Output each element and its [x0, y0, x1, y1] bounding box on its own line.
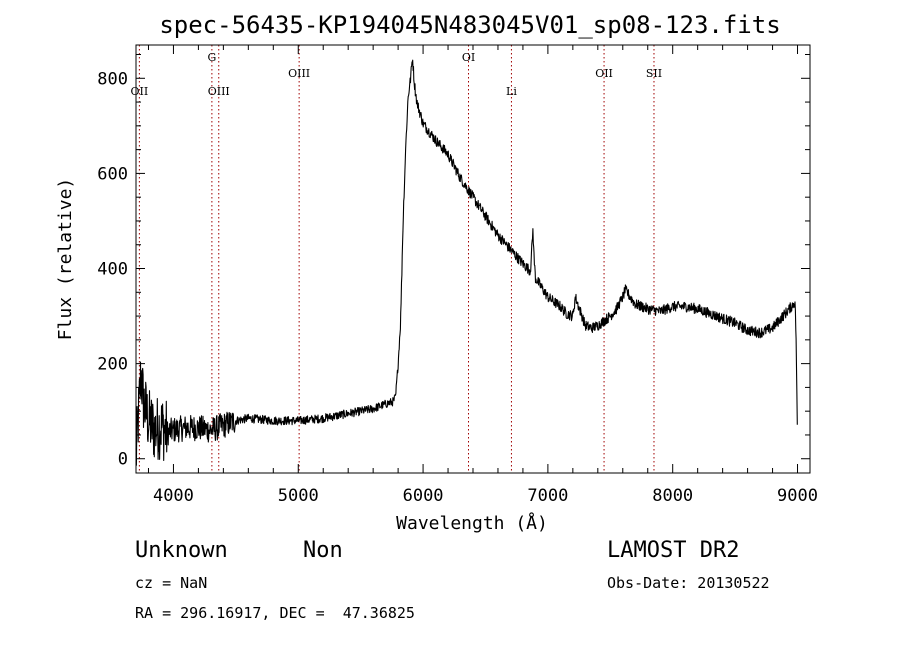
y-tick-label-3: 600 [97, 164, 128, 184]
line-label-5: Li [506, 85, 517, 98]
spectrum-line [135, 59, 798, 466]
coordinates-text: RA = 296.16917, DEC = 47.36825 [135, 604, 415, 622]
y-tick-label-1: 200 [97, 355, 128, 375]
subclass-text: Non [303, 538, 343, 563]
x-tick-label-2: 6000 [403, 486, 444, 506]
line-label-4: OI [462, 51, 475, 64]
cz-text: cz = NaN [135, 574, 208, 592]
x-axis-label: Wavelength (Å) [396, 512, 548, 534]
obs-date-text: Obs-Date: 20130522 [607, 574, 770, 592]
class-text: Unknown [135, 538, 228, 563]
line-label-6: OII [595, 67, 613, 80]
x-tick-label-5: 9000 [777, 486, 818, 506]
line-label-2: OIII [208, 85, 230, 98]
line-label-7: SII [646, 67, 662, 80]
plot-frame [135, 44, 811, 474]
x-tick-label-0: 4000 [153, 486, 194, 506]
y-tick-label-2: 400 [97, 260, 128, 280]
y-axis-label: Flux (relative) [55, 178, 76, 341]
x-tick-label-3: 7000 [527, 486, 568, 506]
x-tick-label-1: 5000 [278, 486, 319, 506]
line-label-1: G [207, 51, 216, 64]
x-tick-label-4: 8000 [652, 486, 693, 506]
line-label-3: OIII [288, 67, 310, 80]
survey-text: LAMOST DR2 [607, 538, 740, 563]
spectral-line-markers: OII G OIII OIII OI Li OII SII [131, 45, 662, 473]
y-tick-label-0: 0 [118, 450, 128, 470]
line-label-0: OII [131, 85, 149, 98]
axes: 4000 5000 6000 7000 8000 9000 0 200 400 600 800 [97, 45, 818, 506]
chart-title: spec-56435-KP194045N483045V01_sp08-123.f… [159, 11, 780, 39]
y-tick-label-4: 800 [97, 69, 128, 89]
